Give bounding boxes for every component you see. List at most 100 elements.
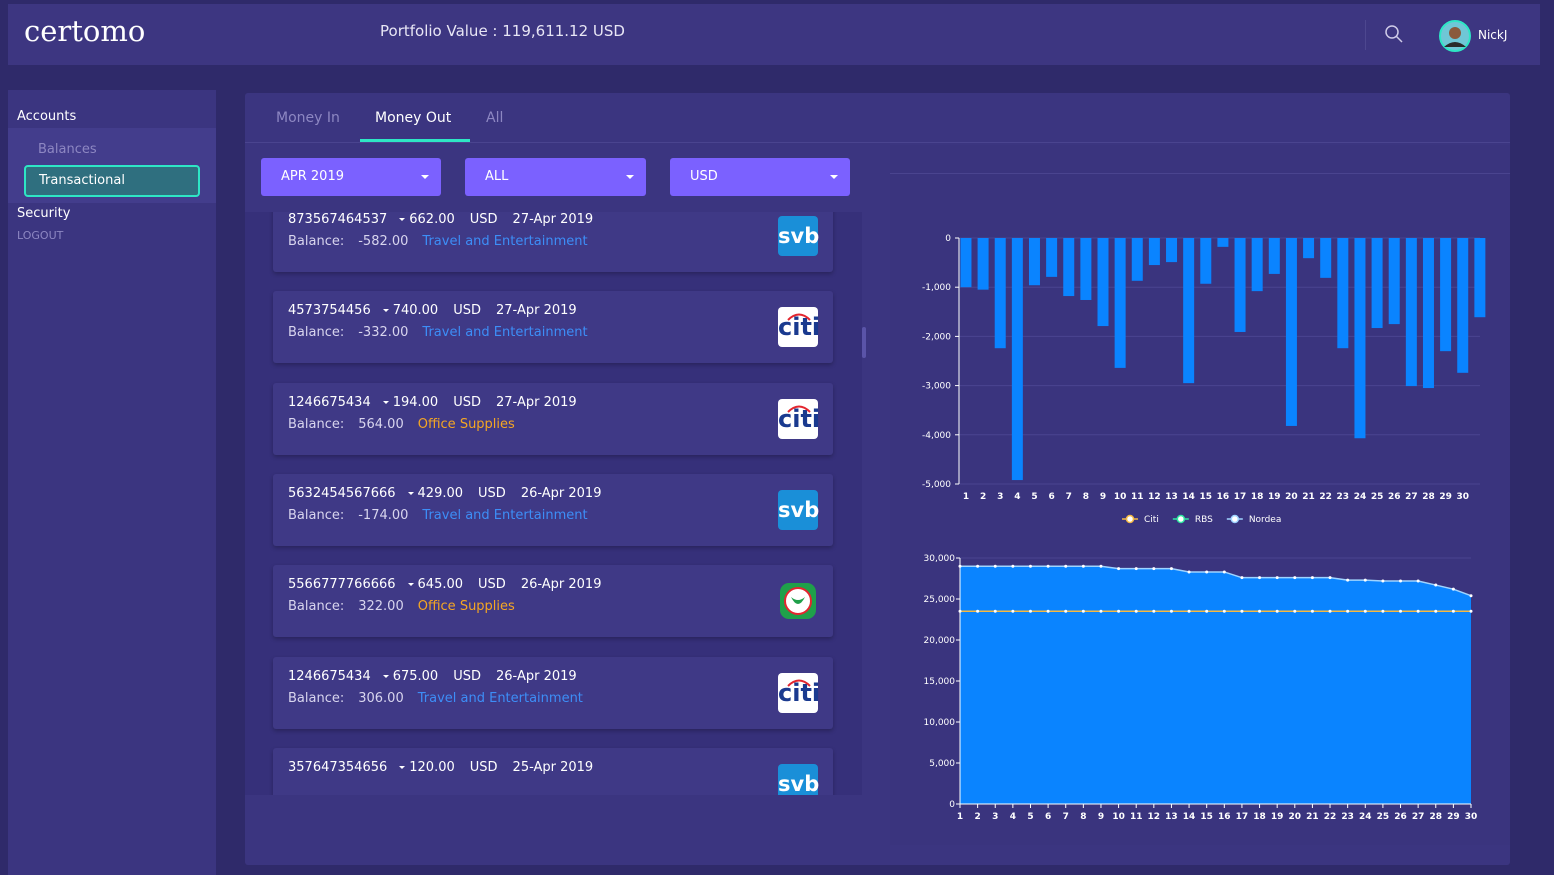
filter-label: APR 2019 <box>281 169 344 184</box>
search-icon[interactable] <box>1384 24 1404 44</box>
currency: USD <box>469 212 498 227</box>
point <box>1205 570 1209 574</box>
point <box>1240 609 1244 613</box>
date: 26-Apr 2019 <box>520 485 602 501</box>
tab-underline <box>360 139 470 142</box>
filter-dropdown[interactable]: ALL <box>465 158 646 196</box>
point <box>1469 609 1473 613</box>
caret <box>407 491 414 495</box>
x-tick-label: 27 <box>1412 812 1425 822</box>
x-tick-label: 20 <box>1289 812 1302 822</box>
balance-label: Balance: <box>288 234 345 249</box>
currency: USD <box>453 303 481 319</box>
legend-label: Nordea <box>1249 515 1282 525</box>
category: Travel and Entertainment <box>422 507 588 523</box>
avatar[interactable] <box>1438 19 1472 53</box>
point <box>976 564 980 568</box>
caret-icon <box>382 400 389 404</box>
category: Travel and Entertainment <box>422 325 588 341</box>
nav-item[interactable]: Security <box>17 206 71 221</box>
bar <box>1166 238 1178 263</box>
y-tick-label: -4,000 <box>922 431 951 441</box>
y-tick-label: 5,000 <box>929 759 955 769</box>
date: 27-Apr 2019 <box>496 394 577 410</box>
account-number: 1246675434 <box>288 668 371 684</box>
balance-label: Balance: <box>288 507 345 523</box>
citi-arc <box>787 313 811 322</box>
filter-label: USD <box>690 169 718 184</box>
balance: 564.00 <box>358 416 404 432</box>
y-tick-label: 0 <box>949 800 955 810</box>
account-number: 5566777766666 <box>288 577 396 593</box>
point <box>1099 564 1103 568</box>
y-tick-label: -5,000 <box>922 480 951 490</box>
logo[interactable]: certomo <box>24 14 146 48</box>
bar <box>960 238 972 288</box>
y-tick-label: 10,000 <box>924 718 956 728</box>
point <box>1028 564 1032 568</box>
point <box>1469 594 1473 598</box>
transaction-card: 1246675434 675.00 USD 26-Apr 2019 Balance: 30… <box>273 656 833 729</box>
bank-logo: citi <box>778 672 820 713</box>
x-tick-label: 14 <box>1183 812 1196 822</box>
scrollbar[interactable] <box>862 327 866 358</box>
bar <box>1097 238 1109 327</box>
nav-item[interactable]: Accounts <box>17 109 77 124</box>
point <box>1152 567 1156 571</box>
amount: 194.00 <box>392 394 439 410</box>
point <box>976 609 980 613</box>
x-tick-label: 10 <box>1112 812 1125 822</box>
point <box>1328 576 1332 580</box>
balance-label: Balance: <box>288 325 345 341</box>
currency: USD <box>453 668 481 684</box>
bar <box>1371 238 1383 329</box>
currency: USD <box>453 394 481 410</box>
amount: 662.00 <box>409 212 455 227</box>
point <box>1169 609 1173 613</box>
account-number: 873567464537 <box>288 212 388 227</box>
bar <box>1114 238 1126 368</box>
point <box>1416 579 1420 583</box>
tab-active[interactable]: Money Out <box>375 110 452 126</box>
nav-item-active[interactable]: Transactional <box>24 165 200 197</box>
caret <box>399 765 406 769</box>
x-tick-label: 8 <box>1080 812 1086 822</box>
y-tick-label: 25,000 <box>924 595 956 605</box>
nav-item[interactable]: Balances <box>38 142 97 157</box>
tab[interactable]: Money In <box>276 110 340 126</box>
x-tick-label: 19 <box>1271 812 1284 822</box>
user-name[interactable]: NickJ <box>1478 28 1508 42</box>
icon-leaf <box>791 597 805 605</box>
x-tick-label: 15 <box>1200 812 1213 822</box>
point <box>1363 578 1367 582</box>
x-tick-label: 17 <box>1234 492 1247 502</box>
currency: USD <box>478 485 506 501</box>
amount: 120.00 <box>409 759 455 775</box>
bank-logo: citi <box>778 398 820 439</box>
filter-dropdown[interactable]: APR 2019 <box>261 158 441 196</box>
point <box>1363 609 1367 613</box>
point <box>1064 609 1068 613</box>
bar <box>994 238 1006 349</box>
caret-icon <box>407 491 414 495</box>
transaction-card: 5632454567666 429.00 USD 26-Apr 2019 Balance… <box>273 473 833 546</box>
bar <box>1474 238 1486 318</box>
category: Travel and Entertainment <box>417 690 583 706</box>
x-tick-label: 12 <box>1148 812 1161 822</box>
x-tick-label: 16 <box>1217 492 1230 502</box>
bar <box>1234 238 1246 332</box>
balance: -582.00 <box>358 234 409 249</box>
tab[interactable]: All <box>486 110 504 126</box>
bar <box>1457 238 1469 373</box>
legend-label: RBS <box>1195 515 1213 525</box>
point <box>993 564 997 568</box>
filter-dropdown[interactable]: USD <box>670 158 850 196</box>
amount: 675.00 <box>392 668 439 684</box>
point <box>1399 609 1403 613</box>
x-tick-label: 30 <box>1456 492 1469 502</box>
point <box>1046 609 1050 613</box>
point <box>1081 564 1085 568</box>
nav-item[interactable]: LOGOUT <box>17 229 64 242</box>
currency: USD <box>469 759 498 775</box>
